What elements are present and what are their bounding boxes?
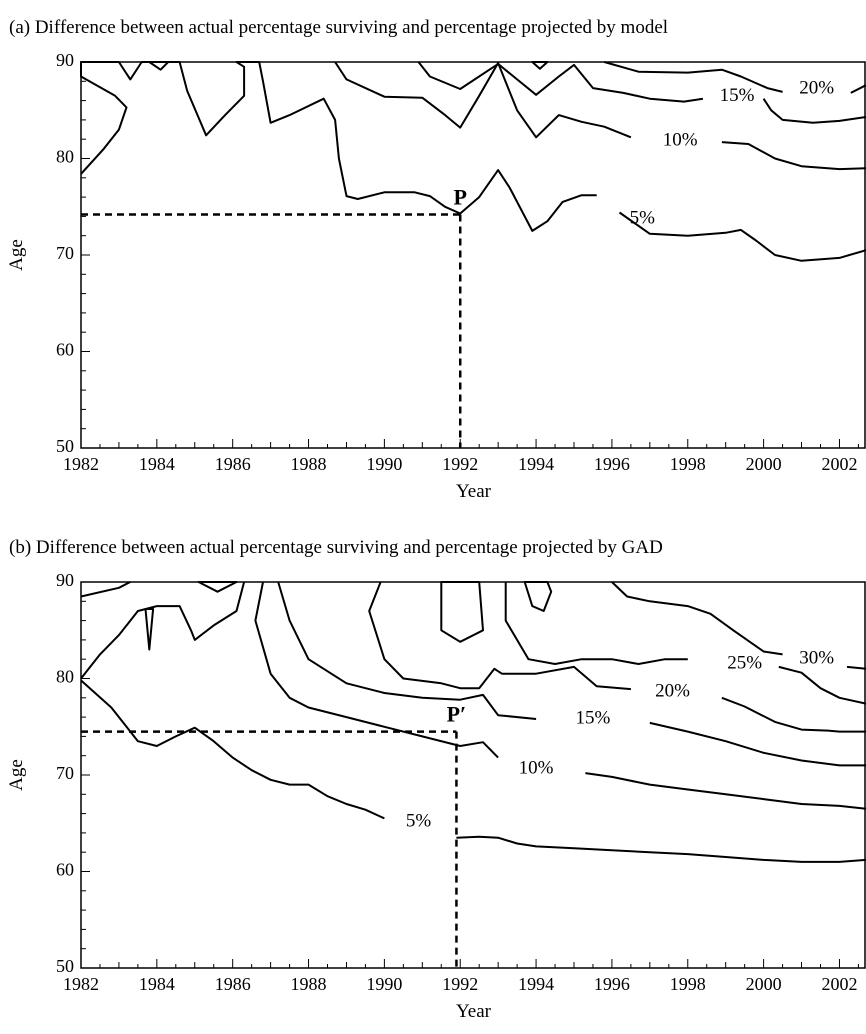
contour-line bbox=[611, 581, 783, 656]
contour-line bbox=[523, 581, 553, 612]
contour-label: 10% bbox=[519, 758, 554, 779]
y-tick-label: 90 bbox=[56, 570, 74, 590]
x-tick-label: 1988 bbox=[291, 454, 327, 474]
x-tick-label: 1986 bbox=[215, 974, 251, 994]
x-tick-label: 1992 bbox=[442, 454, 478, 474]
contour-line bbox=[80, 581, 246, 680]
x-tick-label: 1996 bbox=[594, 454, 630, 474]
x-axis-title: Year bbox=[456, 1001, 492, 1022]
contour-line bbox=[197, 581, 238, 593]
contour-line bbox=[417, 61, 704, 103]
chart-title: (a) Difference between actual percentage… bbox=[9, 17, 668, 38]
contour-label: 5% bbox=[630, 208, 656, 229]
x-tick-label: 1986 bbox=[215, 454, 251, 474]
contour-line bbox=[846, 665, 866, 670]
contour-line bbox=[721, 141, 866, 171]
contour-line bbox=[604, 61, 783, 93]
x-tick-label: 1996 bbox=[594, 974, 630, 994]
x-tick-label: 1984 bbox=[139, 974, 175, 994]
contour-line bbox=[585, 772, 866, 810]
x-tick-label: 2000 bbox=[746, 454, 782, 474]
x-tick-label: 1988 bbox=[291, 974, 327, 994]
y-tick-label: 80 bbox=[56, 147, 74, 167]
x-tick-label: 1982 bbox=[63, 974, 99, 994]
contour-line bbox=[721, 696, 866, 733]
panel-a: (a) Difference between actual percentage… bbox=[6, 17, 866, 502]
x-tick-label: 1990 bbox=[366, 974, 402, 994]
contour-label: 20% bbox=[799, 77, 834, 98]
x-tick-label: 1992 bbox=[442, 974, 478, 994]
x-tick-label: 2000 bbox=[746, 974, 782, 994]
contour-line bbox=[618, 211, 866, 262]
x-tick-label: 1998 bbox=[670, 454, 706, 474]
y-tick-label: 50 bbox=[56, 436, 74, 456]
contour-line bbox=[148, 61, 170, 71]
x-tick-label: 2002 bbox=[821, 454, 857, 474]
contour-label: 5% bbox=[406, 811, 432, 832]
y-tick-label: 50 bbox=[56, 956, 74, 976]
contour-line bbox=[504, 582, 688, 665]
contour-line bbox=[649, 721, 866, 767]
y-tick-label: 90 bbox=[56, 50, 74, 70]
contour-line bbox=[277, 581, 537, 720]
panel-b: (b) Difference between actual percentage… bbox=[6, 537, 866, 1022]
contour-label: 15% bbox=[720, 85, 755, 106]
y-tick-label: 80 bbox=[56, 667, 74, 687]
contour-line bbox=[80, 679, 385, 820]
y-tick-label: 70 bbox=[56, 243, 74, 263]
point-label: P′ bbox=[447, 702, 467, 727]
contour-line bbox=[80, 61, 597, 232]
contour-label: 15% bbox=[576, 707, 611, 728]
chart-title: (b) Difference between actual percentage… bbox=[9, 537, 663, 558]
x-tick-label: 1994 bbox=[518, 974, 554, 994]
contour-line bbox=[531, 61, 549, 70]
contour-line bbox=[254, 581, 499, 759]
x-tick-label: 1984 bbox=[139, 454, 175, 474]
y-tick-label: 60 bbox=[56, 860, 74, 880]
contour-line bbox=[778, 665, 866, 705]
contour-line bbox=[80, 581, 131, 598]
x-tick-label: 1998 bbox=[670, 974, 706, 994]
contour-label: 30% bbox=[799, 648, 834, 669]
x-tick-label: 1994 bbox=[518, 454, 554, 474]
contour-line bbox=[762, 98, 866, 124]
x-axis-title: Year bbox=[456, 481, 492, 502]
x-tick-label: 2002 bbox=[821, 974, 857, 994]
contour-line bbox=[334, 61, 632, 139]
contour-label: 10% bbox=[663, 129, 698, 150]
contour-label: 20% bbox=[655, 680, 690, 701]
contour-line bbox=[144, 608, 155, 651]
contour-line bbox=[850, 84, 866, 94]
y-tick-label: 70 bbox=[56, 763, 74, 783]
contour-line bbox=[440, 581, 484, 643]
x-tick-label: 1982 bbox=[63, 454, 99, 474]
contour-line bbox=[368, 581, 631, 691]
y-axis-title: Age bbox=[6, 239, 27, 271]
point-label: P bbox=[454, 184, 467, 209]
contour-line bbox=[456, 835, 866, 863]
x-tick-label: 1990 bbox=[366, 454, 402, 474]
contour-label: 25% bbox=[727, 652, 762, 673]
y-tick-label: 60 bbox=[56, 340, 74, 360]
y-axis-title: Age bbox=[6, 759, 27, 791]
